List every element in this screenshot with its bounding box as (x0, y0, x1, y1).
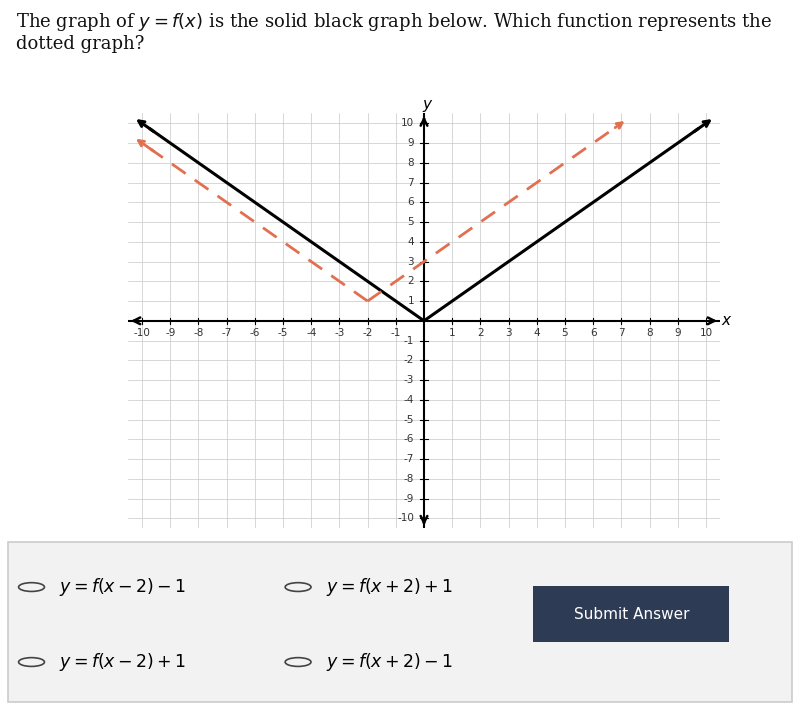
Text: -1: -1 (390, 328, 401, 337)
Text: -3: -3 (404, 375, 414, 385)
Text: 8: 8 (407, 158, 414, 168)
Text: -10: -10 (398, 513, 414, 523)
Text: 10: 10 (401, 118, 414, 128)
Text: 6: 6 (590, 328, 597, 337)
Text: -6: -6 (250, 328, 260, 337)
Text: -2: -2 (362, 328, 373, 337)
Text: 2: 2 (477, 328, 484, 337)
Text: 9: 9 (674, 328, 681, 337)
Text: -5: -5 (404, 415, 414, 425)
Text: $y$: $y$ (422, 99, 434, 114)
Text: 8: 8 (646, 328, 653, 337)
FancyBboxPatch shape (8, 542, 792, 702)
Text: 1: 1 (449, 328, 455, 337)
Text: -9: -9 (404, 493, 414, 503)
Text: 9: 9 (407, 138, 414, 148)
Text: $x$: $x$ (722, 314, 733, 328)
Text: Submit Answer: Submit Answer (574, 607, 689, 622)
Text: 5: 5 (407, 217, 414, 227)
Text: -2: -2 (404, 355, 414, 365)
Text: 7: 7 (618, 328, 625, 337)
Text: 3: 3 (407, 257, 414, 267)
Text: $y = f(x+2)-1$: $y = f(x+2)-1$ (326, 651, 453, 673)
Text: -7: -7 (404, 454, 414, 464)
Text: -4: -4 (306, 328, 317, 337)
Text: 1: 1 (407, 296, 414, 306)
Text: 3: 3 (506, 328, 512, 337)
Text: 4: 4 (534, 328, 540, 337)
Text: -8: -8 (404, 474, 414, 484)
Text: 6: 6 (407, 197, 414, 207)
Text: 4: 4 (407, 237, 414, 247)
Text: -10: -10 (134, 328, 150, 337)
Text: -9: -9 (165, 328, 175, 337)
Text: -4: -4 (404, 395, 414, 405)
Text: -3: -3 (334, 328, 345, 337)
Text: 2: 2 (407, 277, 414, 286)
Text: -1: -1 (404, 335, 414, 345)
Text: $y = f(x-2)-1$: $y = f(x-2)-1$ (59, 576, 186, 598)
FancyBboxPatch shape (534, 586, 730, 642)
Text: The graph of $y = f(x)$ is the solid black graph below. Which function represent: The graph of $y = f(x)$ is the solid bla… (16, 11, 772, 53)
Text: -6: -6 (404, 435, 414, 445)
Text: 5: 5 (562, 328, 568, 337)
Text: -7: -7 (222, 328, 232, 337)
Text: -8: -8 (194, 328, 204, 337)
Text: $y = f(x-2)+1$: $y = f(x-2)+1$ (59, 651, 186, 673)
Text: 7: 7 (407, 177, 414, 188)
Text: 10: 10 (699, 328, 713, 337)
Text: $y = f(x+2)+1$: $y = f(x+2)+1$ (326, 576, 453, 598)
Text: -5: -5 (278, 328, 288, 337)
